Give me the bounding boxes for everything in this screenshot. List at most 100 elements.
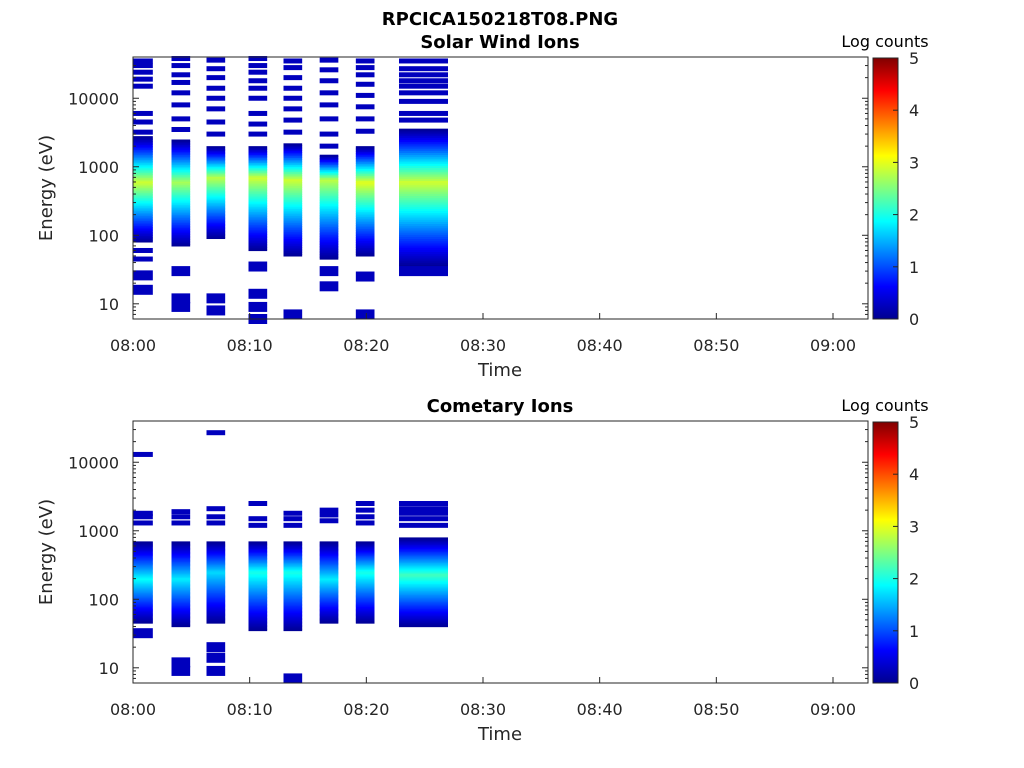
spectrogram-cell [206,153,226,156]
spectrogram-cell [355,554,375,557]
spectrogram-cell [248,590,268,593]
spectrogram-cell [319,612,339,615]
spectrogram-cell [133,628,153,639]
spectrogram-cell [399,173,448,177]
spectrogram-cell [399,110,448,116]
spectrogram-cell [283,615,303,618]
y-tick-label: 10000 [68,453,119,472]
spectrogram-cell [319,579,339,582]
spectrogram-cell [355,216,375,219]
spectrogram-cell [133,620,153,623]
spectrogram-cell [171,219,191,222]
spectrogram-cell [355,252,375,255]
spectrogram-cell [283,623,303,626]
spectrogram-cell [355,149,375,152]
y-axis-label: Energy (eV) [36,499,57,605]
spectrogram-cell [319,239,339,242]
spectrogram-cell [171,621,191,624]
spectrogram-cell [133,151,153,154]
x-tick-label: 08:40 [577,336,623,355]
colorbar-tick-label: 0 [909,674,919,693]
spectrogram-cell [355,586,375,588]
spectrogram-cell [133,514,153,520]
spectrogram-cell [171,179,191,182]
spectrogram-cell [206,150,226,153]
spectrogram-cell [283,516,303,522]
spectrogram-cell [133,578,153,581]
spectrogram-cell [206,642,226,653]
spectrogram-cell [283,627,303,630]
spectrogram-cell [248,222,268,225]
spectrogram-cell [399,253,448,257]
spectrogram-cell [283,185,303,188]
spectrogram-cell [355,128,375,134]
figure-title: RPCICA150218T08.PNG [382,9,618,30]
spectrogram-cell [283,556,303,559]
spectrogram-cell [248,617,268,620]
spectrogram-cell [283,567,303,570]
spectrogram-cell [248,567,268,570]
spectrogram-cell [206,174,226,178]
spectrogram-cell [283,211,303,215]
spectrogram-cell [133,598,153,601]
spectrogram-cell [319,236,339,239]
spectrogram-cell [319,281,339,292]
spectrogram-cell [133,593,153,596]
spectrogram-cell [171,161,191,164]
spectrogram-cell [133,607,153,610]
spectrogram-cell [399,216,448,220]
spectrogram-cell [355,243,375,247]
spectrogram-cell [355,507,375,513]
spectrogram-cell [206,665,226,676]
spectrogram-cell [206,190,226,193]
spectrogram-cell [355,182,375,185]
spectrogram-cell [133,552,153,555]
plot-frame [132,420,869,684]
spectrogram-cell [283,559,303,562]
spectrogram-cell [133,222,153,225]
spectrogram-cell [355,588,375,591]
spectrogram-cell [171,618,191,621]
spectrogram-cell [399,501,448,506]
spectrogram-cell [133,217,153,220]
spectrogram-cell [206,611,226,614]
spectrogram-cell [319,182,339,185]
spectrogram-cell [248,544,268,547]
spectrogram-cell [133,610,153,613]
spectrogram-cell [399,240,448,244]
spectrogram-cell [133,570,153,573]
spectrogram-cell [283,167,303,171]
spectrogram-cell [399,618,448,621]
spectrogram-cell [206,430,226,436]
spectrogram-cell [355,560,375,563]
spectrogram-cell [248,157,268,160]
spectrogram-cell [319,563,339,565]
spectrogram-cell [248,206,268,209]
spectrogram-cell [248,553,268,556]
y-axis-ticks: 10 100 1000 10000 [68,56,868,320]
spectrogram-cell [399,566,448,569]
spectrogram-cell [171,176,191,179]
spectrogram-cell [283,148,303,151]
spectrogram-cell [355,564,375,567]
spectrogram-cell [171,613,191,616]
spectrogram-cell [283,153,303,157]
spectrogram-cell [206,218,226,221]
spectrogram-cell [171,63,191,69]
spectrogram-cell [355,573,375,576]
spectrogram-cell [171,142,191,146]
spectrogram-cell [248,182,268,185]
spectrogram-cell [171,192,191,195]
spectrogram-cell [248,159,268,162]
spectrogram-cell [399,150,448,153]
spectrogram-cell [248,154,268,157]
y-tick-label: 1000 [78,522,119,541]
spectrogram-cell [133,119,153,125]
spectrogram-cell [283,182,303,185]
spectrogram-cell [399,244,448,248]
spectrogram-cell [206,594,226,597]
y-tick-label: 100 [88,590,119,609]
spectrogram-cell [133,566,153,569]
spectrogram-cell [133,616,153,619]
spectrogram-cell [248,248,268,252]
